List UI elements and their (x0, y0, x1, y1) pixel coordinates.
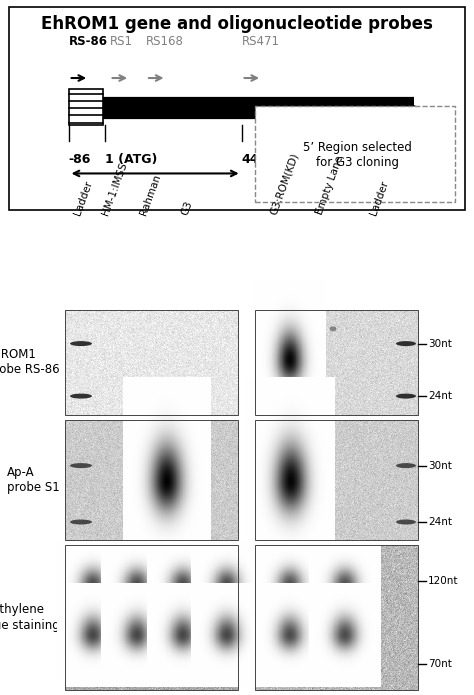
Ellipse shape (396, 393, 416, 399)
Ellipse shape (396, 463, 416, 468)
Text: 5’ Region selected
for G3 cloning: 5’ Region selected for G3 cloning (303, 141, 412, 169)
Text: 1 (ATG): 1 (ATG) (105, 153, 157, 166)
Bar (65, 310, 238, 415)
Text: 24nt: 24nt (428, 391, 452, 401)
Text: 30nt: 30nt (428, 338, 452, 349)
Text: 447: 447 (242, 153, 268, 166)
Text: Ladder: Ladder (368, 179, 390, 216)
Text: HM-1:IMSS: HM-1:IMSS (100, 161, 128, 216)
Bar (65, 420, 238, 540)
Ellipse shape (70, 519, 92, 525)
Text: RS1: RS1 (109, 35, 133, 47)
Text: 70nt: 70nt (428, 659, 452, 669)
Ellipse shape (70, 341, 92, 346)
Text: RS168: RS168 (146, 35, 184, 47)
Bar (255, 310, 418, 415)
Text: RS-86: RS-86 (69, 35, 108, 47)
Ellipse shape (70, 393, 92, 399)
Text: 30nt: 30nt (428, 461, 452, 471)
Ellipse shape (329, 327, 337, 332)
Text: G3: G3 (180, 199, 194, 216)
Text: 24nt: 24nt (428, 517, 452, 527)
FancyBboxPatch shape (255, 106, 456, 202)
Bar (69, 89, 103, 124)
Text: G3:ROM(KD): G3:ROM(KD) (268, 152, 300, 216)
Text: RS471: RS471 (242, 35, 280, 47)
Ellipse shape (396, 341, 416, 346)
Text: Rahman: Rahman (138, 172, 162, 216)
Ellipse shape (70, 463, 92, 468)
Ellipse shape (396, 519, 416, 525)
Text: EhROM1 gene and oligonucleotide probes: EhROM1 gene and oligonucleotide probes (41, 15, 433, 33)
Text: Methylene
blue staining: Methylene blue staining (0, 603, 60, 632)
Bar (255, 420, 418, 540)
Text: EhROM1
probe RS-86: EhROM1 probe RS-86 (0, 348, 60, 377)
Text: Empty Lane: Empty Lane (315, 155, 346, 216)
Bar (255, 545, 418, 690)
Text: -86: -86 (69, 153, 91, 166)
Text: Ap-A
probe S1: Ap-A probe S1 (7, 466, 60, 494)
Bar (65, 545, 238, 690)
Text: 120nt: 120nt (428, 576, 458, 587)
Text: Ladder: Ladder (72, 179, 94, 216)
